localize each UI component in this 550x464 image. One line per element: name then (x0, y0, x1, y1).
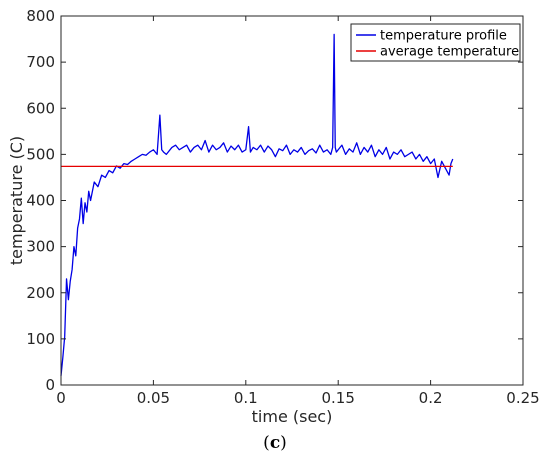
x-tick-label: 0.2 (419, 389, 443, 407)
y-tick-label: 100 (26, 330, 55, 348)
y-tick-label: 800 (26, 7, 55, 25)
series-layer (60, 33, 454, 376)
y-axis: 0 100 200 300 400 500 600 700 800 (26, 7, 523, 394)
x-tick-label: 0.25 (506, 389, 539, 407)
y-tick-label: 200 (26, 284, 55, 302)
x-tick-label: 0.05 (137, 389, 170, 407)
y-tick-label: 400 (26, 192, 55, 210)
y-tick-label: 0 (45, 376, 55, 394)
x-axis: 0 0.05 0.1 0.15 0.2 0.25 (56, 16, 540, 407)
caption-open-paren: ( (263, 433, 270, 453)
x-tick-label: 0.15 (321, 389, 354, 407)
legend-label: average temperature (380, 45, 519, 60)
plot-area (61, 16, 523, 385)
y-tick-label: 500 (26, 145, 55, 163)
legend-box (350, 23, 521, 62)
y-tick-label: 300 (26, 238, 55, 256)
x-tick-label: 0.1 (234, 389, 258, 407)
caption-close-paren: ) (280, 433, 287, 453)
y-tick-label: 600 (26, 99, 55, 117)
caption-letter: c (269, 433, 281, 453)
figure-caption: (c) (0, 433, 550, 453)
x-tick-label: 0 (56, 389, 66, 407)
legend-label: temperature profile (380, 29, 507, 44)
y-axis-title: temperature (C) (7, 136, 26, 265)
y-tick-label: 700 (26, 53, 55, 71)
x-axis-title: time (sec) (252, 407, 333, 426)
series-line-0 (60, 33, 454, 376)
